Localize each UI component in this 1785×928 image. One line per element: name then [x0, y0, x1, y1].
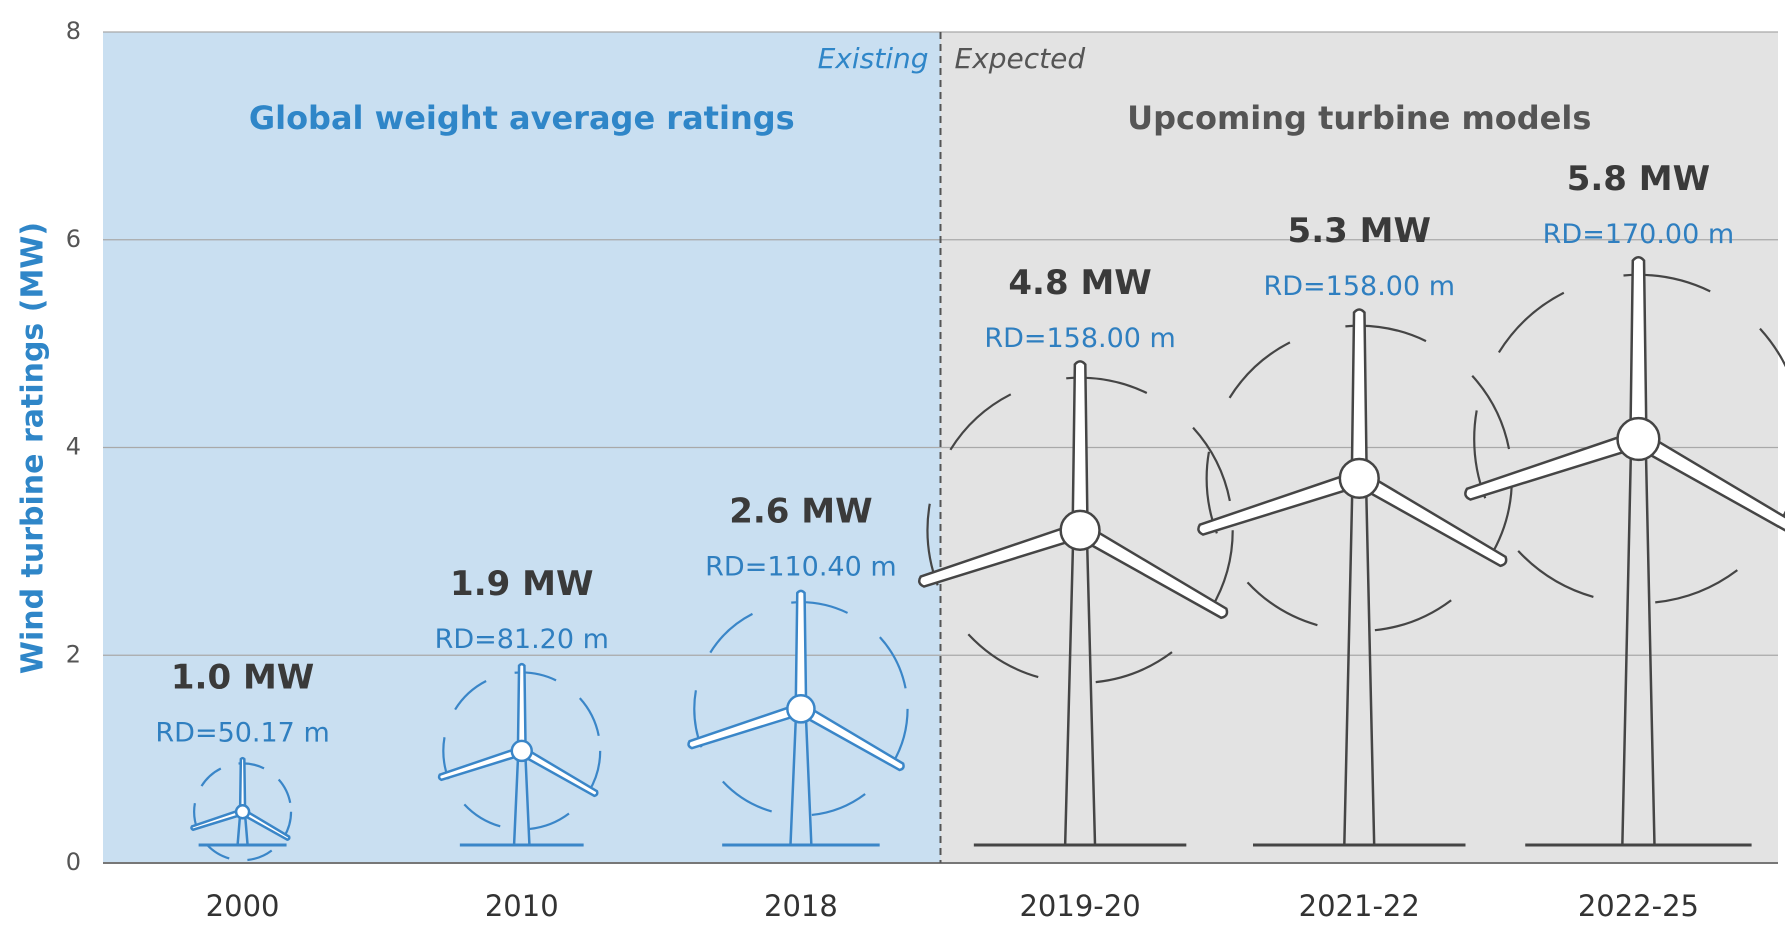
rotor-diameter-label: RD=50.17 m: [155, 718, 329, 749]
x-tick-label: 2019-20: [1019, 889, 1140, 923]
rotor-diameter-label: RD=170.00 m: [1543, 219, 1735, 250]
rotor-diameter-label: RD=158.00 m: [984, 323, 1176, 354]
y-tick-label: 2: [66, 640, 81, 668]
turbine-blade: [796, 591, 806, 709]
rotor-diameter-label: RD=81.20 m: [435, 624, 609, 655]
rotor-diameter-label: RD=110.40 m: [705, 551, 897, 582]
value-label: 2.6 MW: [729, 491, 872, 531]
region-title: Global weight average ratings: [249, 99, 795, 137]
x-tick-label: 2022-25: [1578, 889, 1699, 923]
turbine-hub: [1061, 511, 1100, 550]
x-tick-label: 2021-22: [1299, 889, 1420, 923]
turbine-blade: [1352, 309, 1367, 478]
chart: Wind turbine ratings (MW) 0 2 4 6 8 Global we…: [0, 0, 1785, 928]
zone-label: Existing: [818, 42, 929, 75]
turbine-hub: [1618, 418, 1660, 460]
x-tick-label: 2000: [206, 889, 280, 923]
turbine-hub: [1340, 459, 1379, 498]
turbine-blade: [1073, 361, 1088, 530]
value-label: 5.3 MW: [1288, 211, 1431, 251]
turbine-blade: [518, 664, 526, 751]
y-axis-label: Wind turbine ratings (MW): [16, 222, 51, 674]
y-tick-label: 6: [66, 225, 81, 253]
value-label: 1.9 MW: [450, 564, 593, 604]
turbine-blade: [1630, 257, 1646, 439]
turbine-hub: [236, 805, 249, 818]
x-tick-label: 2018: [764, 889, 838, 923]
value-label: 5.8 MW: [1567, 159, 1710, 199]
turbine-blade: [240, 758, 245, 812]
region-title: Upcoming turbine models: [1127, 99, 1591, 137]
turbine-hub: [787, 695, 814, 722]
zone-label: Expected: [955, 42, 1086, 75]
y-tick-label: 4: [66, 433, 81, 461]
x-tick-label: 2010: [485, 889, 559, 923]
rotor-diameter-label: RD=158.00 m: [1263, 271, 1455, 302]
y-tick-label: 0: [66, 848, 81, 876]
value-label: 1.0 MW: [171, 658, 314, 698]
value-label: 4.8 MW: [1008, 263, 1151, 303]
turbine-hub: [512, 741, 532, 761]
y-tick-label: 8: [66, 17, 81, 45]
